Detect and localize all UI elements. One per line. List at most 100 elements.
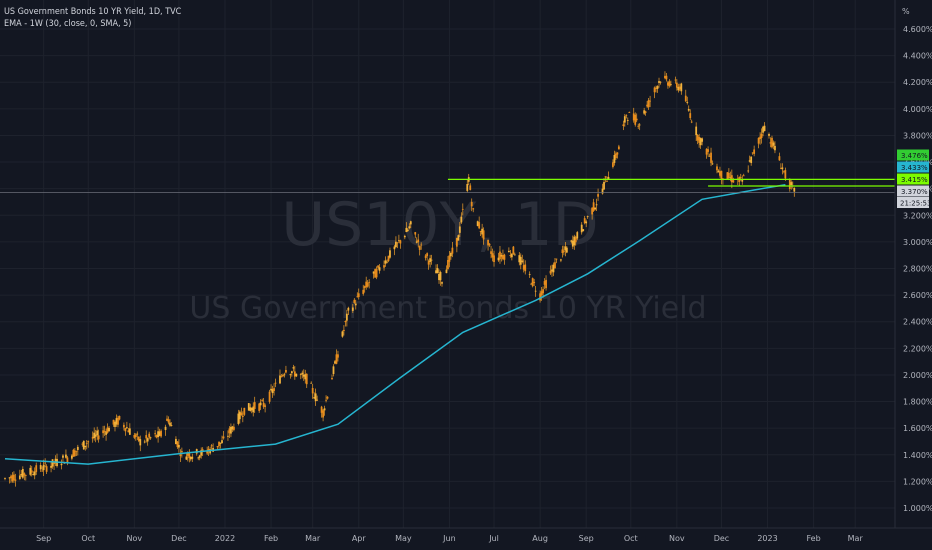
candle-body	[218, 441, 220, 446]
candle-body	[94, 434, 97, 437]
time-tick-label: Dec	[714, 534, 729, 543]
price-tick-label: 2.200%	[903, 344, 932, 353]
candle-body	[739, 177, 742, 178]
candle-body	[383, 265, 385, 268]
candle-body	[689, 113, 692, 119]
candle-body	[378, 267, 381, 271]
candle-body	[655, 87, 657, 89]
candle-body	[102, 430, 105, 434]
candle-body	[279, 375, 281, 384]
candle-body	[258, 403, 261, 411]
candle-body	[334, 361, 336, 364]
candle-body	[21, 468, 24, 478]
candle-body	[164, 426, 167, 431]
candle-body	[562, 251, 565, 253]
candle-body	[711, 163, 714, 165]
legend-indicator[interactable]: EMA - 1W (30, close, 0, SMA, 5)	[4, 19, 132, 29]
candle-body	[478, 222, 481, 229]
horizontal-lines[interactable]	[447, 178, 895, 187]
candle-body	[665, 75, 668, 80]
candle-body	[594, 207, 596, 210]
candle-body	[632, 113, 635, 121]
candle-body	[366, 282, 369, 287]
candle-body	[781, 167, 784, 170]
candle-body	[406, 229, 409, 231]
candle-body	[311, 387, 314, 394]
time-tick-label: Mar	[848, 534, 864, 543]
candle-body	[470, 201, 473, 207]
candle-body	[439, 272, 442, 281]
candle-body	[207, 448, 210, 451]
time-tick-label: Aug	[532, 534, 548, 543]
candle-body	[448, 255, 451, 262]
candle-body	[668, 81, 671, 87]
candle-body	[93, 432, 96, 439]
candle-body	[573, 236, 576, 246]
candle-body	[591, 207, 594, 215]
candle-body	[185, 456, 188, 460]
candle-body	[73, 450, 76, 457]
candle-body	[62, 455, 64, 458]
candle-body	[176, 441, 179, 448]
candle-body	[757, 138, 760, 144]
candle-body	[753, 149, 756, 154]
candle-body	[115, 418, 118, 425]
candle-body	[707, 149, 709, 152]
candle-body	[374, 269, 377, 278]
candle-body	[274, 382, 277, 384]
candle-body	[782, 170, 785, 172]
candle-body	[219, 442, 222, 444]
candle-body	[576, 232, 579, 239]
candle-body	[687, 108, 690, 111]
candle-body	[427, 261, 430, 265]
candle-body	[742, 175, 745, 177]
candle-body	[708, 155, 711, 157]
candle-body	[493, 255, 495, 263]
candle-body	[357, 293, 360, 298]
candle-body	[65, 454, 67, 458]
price-label-box	[897, 161, 929, 173]
candle-body	[304, 374, 307, 380]
candle-body	[726, 172, 729, 180]
candle-body	[175, 438, 177, 445]
candle-body	[530, 283, 533, 285]
time-tick-label: Feb	[264, 534, 278, 543]
candle-body	[560, 259, 562, 261]
candle-body	[760, 133, 763, 139]
candle-body	[397, 240, 400, 242]
candle-body	[96, 430, 99, 436]
countdown-text: 21:25:53	[900, 200, 931, 208]
candle-body	[717, 170, 720, 173]
candle-body	[458, 226, 461, 233]
candle-body	[264, 405, 267, 407]
time-axis[interactable]: Sep Oct Nov Dec 2022 Feb Mar Apr May Jun Jul Aug Sep…	[0, 527, 932, 543]
time-tick-label: Jul	[488, 534, 499, 543]
watermark-symbol: US10Y, 1D	[281, 190, 599, 260]
price-tick-label: 3.000%	[903, 238, 932, 247]
candle-body	[128, 428, 131, 435]
candle-body	[299, 374, 302, 376]
candle-body	[154, 433, 157, 435]
candle-body	[118, 415, 121, 420]
legend-title[interactable]: US Government Bonds 10 YR Yield, 1D, TVC	[4, 7, 182, 17]
candle-body	[188, 453, 191, 459]
candle-body	[51, 459, 54, 467]
candle-body	[638, 124, 641, 126]
candle-body	[455, 237, 458, 247]
candle-body	[148, 433, 151, 438]
candle-body	[231, 426, 234, 430]
candle-body	[476, 221, 479, 226]
candle-body	[479, 230, 482, 232]
candle-body	[395, 241, 397, 248]
candle-body	[647, 100, 650, 108]
candle-body	[487, 239, 489, 246]
candle-body	[227, 435, 229, 437]
time-tick-label: Nov	[669, 534, 685, 543]
candle-body	[716, 166, 718, 171]
candle-body	[393, 246, 396, 250]
time-tick-label: Dec	[171, 534, 186, 543]
price-tick-label: 1.200%	[903, 477, 932, 486]
candle-body	[659, 81, 662, 83]
price-label-box	[897, 185, 929, 197]
